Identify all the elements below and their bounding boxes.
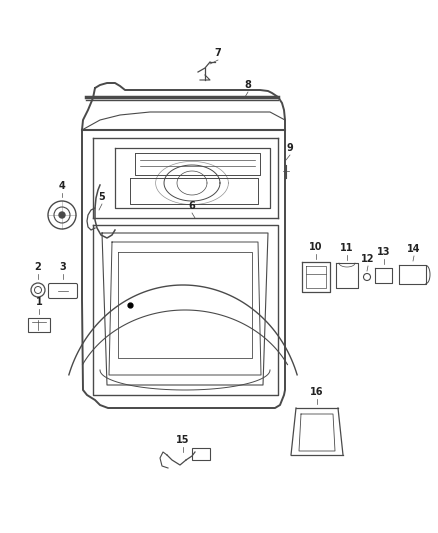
Text: 13: 13 xyxy=(377,247,391,257)
Text: 5: 5 xyxy=(99,192,106,202)
Text: 10: 10 xyxy=(309,242,323,252)
Text: 8: 8 xyxy=(244,80,251,90)
Text: 4: 4 xyxy=(59,181,65,191)
Text: 3: 3 xyxy=(60,262,67,272)
Circle shape xyxy=(59,212,65,218)
Text: 9: 9 xyxy=(286,143,293,153)
Text: 14: 14 xyxy=(407,244,421,254)
Text: 15: 15 xyxy=(176,435,190,445)
Text: 2: 2 xyxy=(35,262,41,272)
Text: 12: 12 xyxy=(361,254,375,264)
Text: 1: 1 xyxy=(35,297,42,307)
Text: 6: 6 xyxy=(189,201,195,211)
Text: 16: 16 xyxy=(310,387,324,397)
Text: 11: 11 xyxy=(340,243,354,253)
Text: 7: 7 xyxy=(215,48,221,58)
